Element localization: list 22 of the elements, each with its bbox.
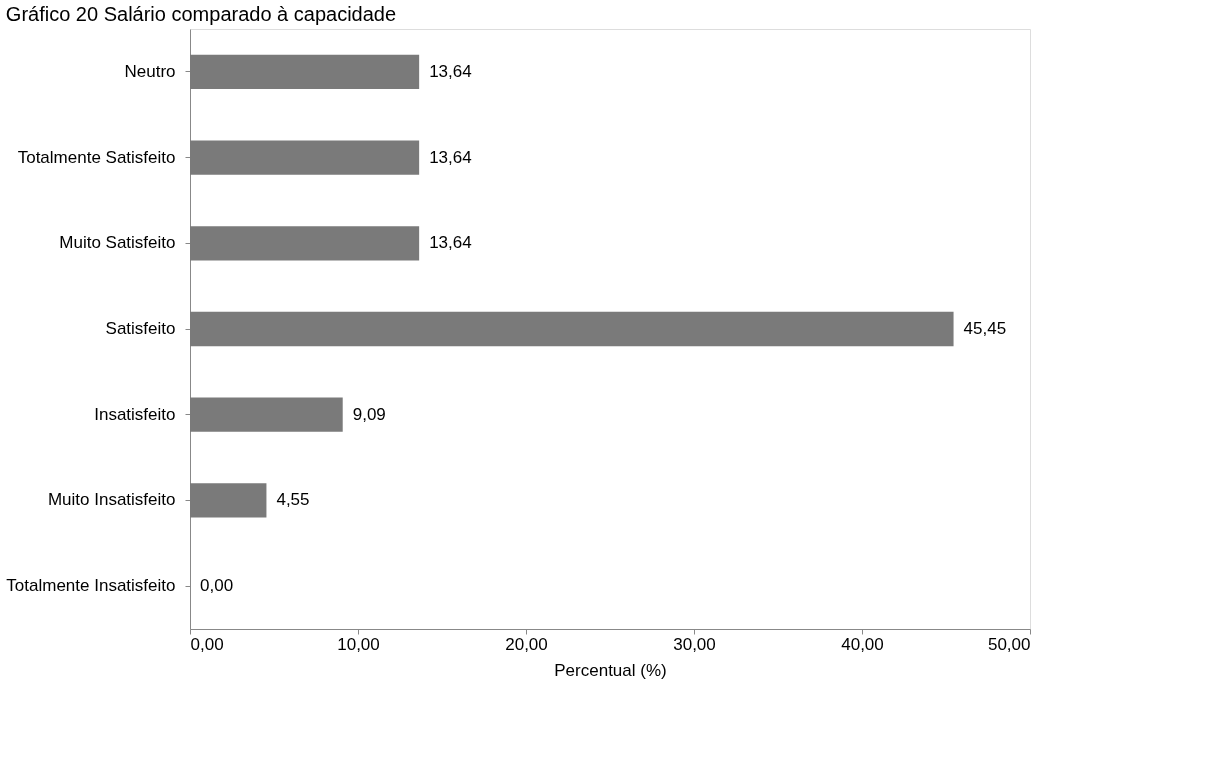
y-tick-label: Neutro — [124, 61, 176, 81]
x-tick-label: 40,00 — [841, 634, 884, 654]
data-label: 45,45 — [963, 319, 1007, 338]
y-tick-label: Muito Insatisfeito — [47, 490, 176, 510]
data-label: 13,64 — [429, 147, 472, 167]
y-tick-label: Muito Satisfeito — [59, 233, 176, 253]
x-tick-label: 10,00 — [337, 634, 380, 654]
x-tick-label: 50,00 — [987, 634, 1031, 654]
x-tick-label: 20,00 — [505, 634, 548, 654]
chart-title: Gráfico 20 Salário comparado à capacidade — [5, 3, 397, 25]
data-label: 13,64 — [429, 233, 472, 253]
y-tick-label: Satisfeito — [105, 319, 176, 338]
y-tick-label: Totalmente Insatisfeito — [6, 576, 176, 596]
data-label: 4,55 — [276, 490, 310, 510]
y-tick-label: Insatisfeito — [94, 404, 176, 424]
x-tick-label: 0,00 — [190, 634, 224, 654]
y-tick-label: Totalmente Satisfeito — [17, 147, 176, 167]
x-axis-title: Percentual (%) — [554, 660, 667, 680]
data-label: 9,09 — [352, 404, 386, 424]
data-label: 13,64 — [429, 61, 472, 81]
data-label: 0,00 — [200, 576, 234, 596]
x-tick-label: 30,00 — [673, 634, 716, 654]
